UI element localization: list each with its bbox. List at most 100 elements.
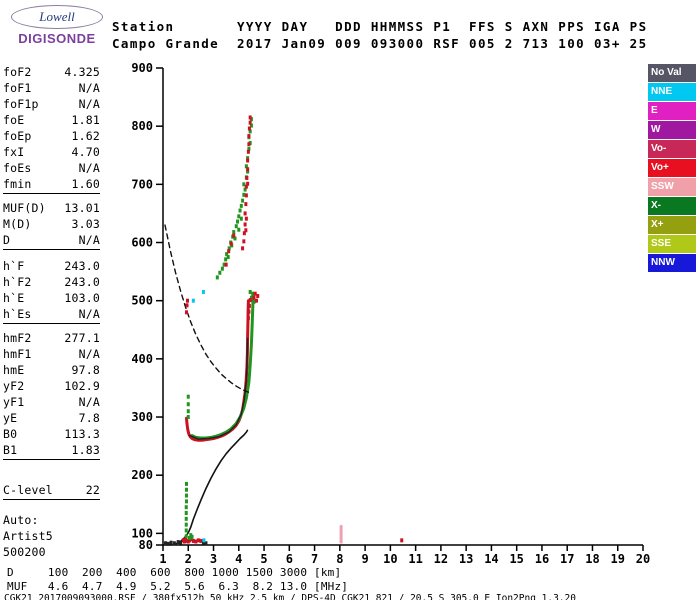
spread-f-green-dot: [220, 266, 224, 271]
trace-core: [188, 337, 249, 440]
spread-f-green-dot: [232, 230, 236, 235]
x-tick-label: 5: [260, 552, 267, 566]
param-label: hmE: [3, 363, 25, 377]
near-freq-green-spread-dot: [184, 522, 188, 527]
spread-f-green-dot: [218, 270, 222, 275]
x-tick-label: 13: [459, 552, 473, 566]
param-value: 277.1: [64, 331, 100, 345]
x-tick-label: 7: [311, 552, 318, 566]
param-group: hmF2 277.1 hmF1 N/A hmE 97.8 yF2 102.9 yF1 N/A yE 7…: [3, 330, 100, 458]
spread-f-green-dot: [243, 187, 247, 192]
spread-f-green-dot: [224, 257, 228, 262]
x-trace: [190, 293, 255, 440]
param-value: 1.62: [71, 129, 100, 143]
x-tick-label: 20: [636, 552, 650, 566]
y-tick-label: 700: [131, 177, 153, 191]
near-freq-green-spread-dot: [184, 481, 188, 486]
param-row-m-d-: M(D) 3.03: [3, 216, 100, 232]
param-label: h`Es: [3, 307, 32, 321]
near-freq-green-spread-dot: [184, 534, 188, 539]
legend-item-vo-: Vo-: [648, 140, 696, 158]
near-freq-green-spread-dot: [190, 534, 194, 539]
spread-f-red-dot: [244, 216, 248, 221]
spread-f-red-dot: [244, 184, 248, 189]
param-value: 4.325: [64, 65, 100, 79]
es-dark-dot: [166, 541, 170, 546]
spread-f-green-dot: [239, 216, 243, 221]
param-label: foEs: [3, 161, 32, 175]
y-tick-label: 900: [131, 61, 153, 75]
near-freq-green-spread-dot: [184, 493, 188, 498]
legend-item-nne: NNE: [648, 83, 696, 101]
direction-legend: No Val NNE E W Vo- Vo+ SSW X- X+ SSE NNW: [648, 64, 696, 273]
cyan-echoes-dot: [191, 298, 195, 303]
spread-f-red-dot: [252, 295, 256, 300]
spread-f-green-dot: [246, 169, 250, 174]
cyan-echoes-dot: [202, 538, 206, 543]
param-value: 4.70: [71, 145, 100, 159]
param-value: 243.0: [64, 275, 100, 289]
param-label: yF1: [3, 395, 25, 409]
x-tick-label: 9: [361, 552, 368, 566]
param-row-fof2: foF2 4.325: [3, 64, 100, 80]
spread-f-green-dot: [247, 146, 251, 151]
legend-item-x-: X-: [648, 197, 696, 215]
x-tick-label: 17: [560, 552, 574, 566]
param-value: 22: [85, 483, 100, 497]
spread-f-green-dot: [244, 164, 248, 169]
spread-f-red-dot: [232, 233, 236, 238]
spread-f-red-dot: [244, 193, 248, 198]
param-value: 243.0: [64, 259, 100, 273]
param-label: yE: [3, 411, 18, 425]
stray-red-marks-dot: [186, 298, 190, 303]
param-row-500200: 500200: [3, 544, 100, 560]
param-label: h`F: [3, 259, 25, 273]
param-row-fmin: fmin 1.60: [3, 176, 100, 192]
param-label: foF1: [3, 81, 32, 95]
param-row-fxi: fxI 4.70: [3, 144, 100, 160]
logo-digisonde-text: DIGISONDE: [18, 31, 96, 46]
spread-f-green-dot: [215, 275, 219, 280]
param-value: 97.8: [71, 363, 100, 377]
param-row-foep: foEp 1.62: [3, 128, 100, 144]
param-value: N/A: [78, 161, 100, 175]
param-value: N/A: [78, 97, 100, 111]
es-dark-dot: [204, 541, 208, 546]
near-freq-green-spread-dot: [184, 505, 188, 510]
legend-item-w: W: [648, 121, 696, 139]
y-tick-label: 80: [139, 538, 153, 552]
param-row-h-e: h`E 103.0: [3, 290, 100, 306]
spread-f-red-dot: [244, 202, 248, 207]
param-label: h`E: [3, 291, 25, 305]
spread-f-red-dot: [246, 158, 250, 163]
param-row-b0: B0 113.3: [3, 426, 100, 442]
distance-row: D 100 200 400 600 800 1000 1500 3000 [km…: [7, 566, 342, 579]
param-row-foes: foEs N/A: [3, 160, 100, 176]
es-dark-dot: [201, 540, 205, 545]
param-row-hmf1: hmF1 N/A: [3, 346, 100, 362]
param-row-h-f2: h`F2 243.0: [3, 274, 100, 290]
spread-f-green-dot: [233, 236, 237, 241]
stray-red-marks-dot: [185, 303, 189, 308]
param-label: foE: [3, 113, 25, 127]
param-row-h-f: h`F 243.0: [3, 258, 100, 274]
spread-f-red-dot: [241, 246, 245, 251]
param-row-fof1p: foF1p N/A: [3, 96, 100, 112]
spread-f-red-dot: [248, 120, 252, 125]
spread-f-green-dot: [226, 255, 230, 260]
spread-f-red-dot: [246, 149, 250, 154]
x-tick-label: 12: [434, 552, 448, 566]
near-freq-green-spread-dot: [184, 487, 188, 492]
spread-f-red-dot: [256, 294, 260, 299]
spread-f-red-dot: [253, 291, 257, 296]
muf-transmission-curve: [164, 224, 253, 394]
spread-f-red-dot: [248, 298, 252, 303]
param-row-ye: yE 7.8: [3, 410, 100, 426]
es-dark-dot: [179, 540, 183, 545]
param-value: 102.9: [64, 379, 100, 393]
near-freq-green-spread-dot: [186, 409, 190, 414]
param-value: 7.8: [78, 411, 100, 425]
spread-f-green-dot: [252, 299, 256, 304]
spread-f-green-dot: [246, 156, 250, 161]
legend-item-x+: X+: [648, 216, 696, 234]
